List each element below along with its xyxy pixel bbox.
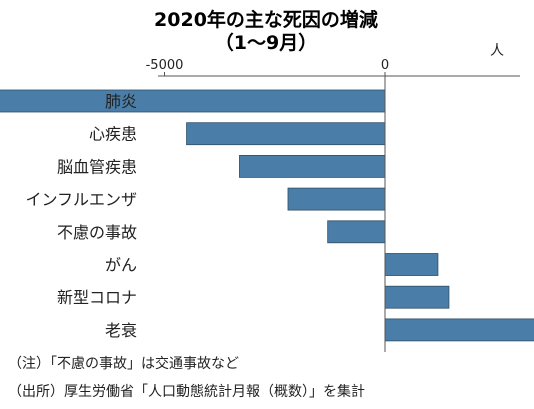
category-label: 新型コロナ — [57, 288, 137, 307]
bar — [384, 253, 439, 276]
bar — [239, 154, 386, 178]
x-tick-label: -5000 — [146, 58, 184, 73]
x-tick-label: 0 — [381, 58, 389, 73]
bar — [0, 89, 386, 113]
category-label: 不慮の事故 — [57, 223, 137, 242]
category-label: 脳血管疾患 — [57, 157, 137, 176]
chart-subtitle: （1～9月） — [215, 31, 317, 54]
chart-title: 2020年の主な死因の増減 — [154, 8, 378, 31]
bar — [287, 187, 386, 211]
category-label: 心疾患 — [89, 125, 137, 144]
category-label: がん — [105, 256, 137, 275]
category-label: 肺炎 — [105, 92, 137, 111]
note-line: （注）「不慮の事故」は交通事故など — [8, 356, 239, 372]
bars — [0, 89, 534, 342]
source-line: （出所）厚生労働省「人口動態統計月報（概数）」を集計 — [8, 384, 365, 400]
x-axis-ticks: -10000-500005000 — [146, 58, 389, 76]
unit-label: 人 — [490, 43, 504, 59]
bar — [327, 220, 386, 244]
category-label: インフルエンザ — [25, 190, 137, 209]
category-label: 老衰 — [105, 321, 137, 340]
bar — [384, 318, 534, 342]
bar — [186, 122, 386, 146]
bar — [384, 285, 450, 309]
